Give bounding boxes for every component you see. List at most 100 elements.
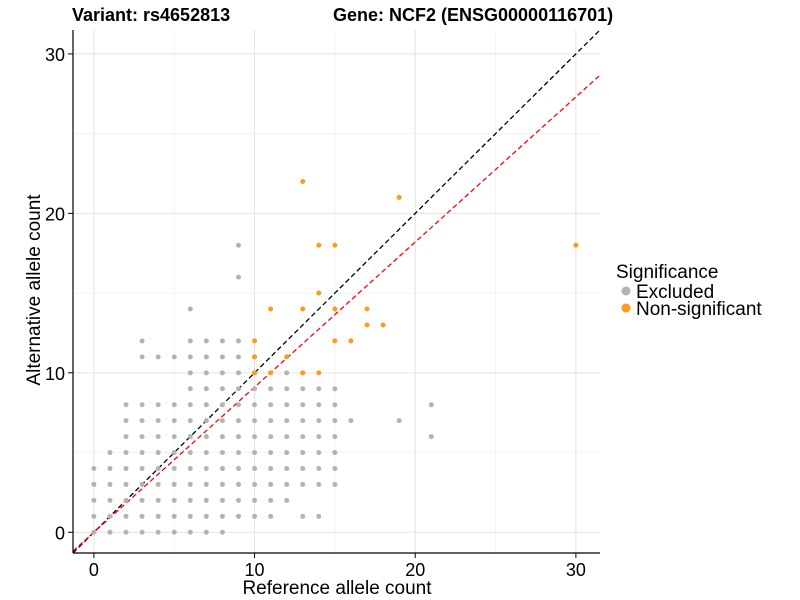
point-excluded — [171, 465, 177, 471]
point-excluded — [235, 370, 241, 376]
point-excluded — [268, 418, 274, 424]
point-excluded — [332, 386, 338, 392]
point-excluded — [139, 418, 145, 424]
point-excluded — [284, 450, 290, 456]
point-excluded — [332, 465, 338, 471]
point-excluded — [219, 434, 225, 440]
point-excluded — [219, 338, 225, 344]
point-excluded — [139, 481, 145, 487]
point-excluded — [284, 402, 290, 408]
point-excluded — [300, 465, 306, 471]
point-excluded — [284, 497, 290, 503]
point-excluded — [139, 434, 145, 440]
point-excluded — [187, 529, 193, 535]
point-excluded — [171, 434, 177, 440]
point-excluded — [107, 481, 113, 487]
point-excluded — [316, 465, 322, 471]
point-excluded — [187, 306, 193, 312]
point-excluded — [252, 450, 258, 456]
point-excluded — [316, 434, 322, 440]
point-excluded — [268, 513, 274, 519]
point-excluded — [219, 513, 225, 519]
point-excluded — [187, 434, 193, 440]
x-tick-label: 20 — [405, 560, 425, 580]
legend-title: Significance — [616, 262, 718, 283]
point-excluded — [171, 354, 177, 360]
y-axis-ticks: 0 10 20 30 — [45, 45, 73, 543]
point-excluded — [91, 465, 97, 471]
legend: Significance Excluded Non-significant — [616, 262, 762, 320]
point-excluded — [155, 450, 161, 456]
point-excluded — [316, 481, 322, 487]
point-excluded — [348, 418, 354, 424]
x-axis-ticks: 0 10 20 30 — [89, 553, 586, 580]
point-excluded — [171, 497, 177, 503]
point-excluded — [187, 402, 193, 408]
point-excluded — [107, 465, 113, 471]
point-non-significant — [332, 306, 338, 312]
point-excluded — [300, 434, 306, 440]
point-excluded — [219, 402, 225, 408]
point-non-significant — [300, 306, 306, 312]
point-non-significant — [316, 370, 322, 376]
point-excluded — [155, 402, 161, 408]
x-axis-label: Reference allele count — [242, 578, 432, 599]
point-excluded — [203, 370, 209, 376]
point-non-significant — [284, 354, 290, 360]
point-excluded — [155, 465, 161, 471]
point-excluded — [300, 402, 306, 408]
point-excluded — [187, 513, 193, 519]
point-excluded — [332, 402, 338, 408]
point-excluded — [252, 434, 258, 440]
point-excluded — [155, 434, 161, 440]
point-excluded — [268, 450, 274, 456]
reference-line-0 — [72, 29, 601, 554]
point-excluded — [171, 529, 177, 535]
legend-swatch-excluded — [621, 286, 631, 296]
point-excluded — [155, 418, 161, 424]
point-excluded — [155, 354, 161, 360]
point-non-significant — [316, 290, 322, 296]
point-excluded — [235, 497, 241, 503]
point-excluded — [203, 465, 209, 471]
point-excluded — [123, 481, 129, 487]
point-excluded — [284, 434, 290, 440]
point-non-significant — [252, 370, 258, 376]
point-excluded — [187, 450, 193, 456]
y-tick-label: 10 — [45, 364, 65, 384]
point-excluded — [203, 354, 209, 360]
point-excluded — [428, 402, 434, 408]
point-excluded — [203, 418, 209, 424]
point-excluded — [332, 418, 338, 424]
point-excluded — [107, 529, 113, 535]
point-excluded — [155, 497, 161, 503]
point-excluded — [123, 418, 129, 424]
x-tick-label: 0 — [89, 560, 99, 580]
point-excluded — [139, 338, 145, 344]
point-excluded — [252, 418, 258, 424]
point-non-significant — [300, 178, 306, 184]
point-excluded — [235, 338, 241, 344]
point-excluded — [235, 465, 241, 471]
point-excluded — [187, 497, 193, 503]
point-excluded — [203, 529, 209, 535]
point-excluded — [91, 529, 97, 535]
point-excluded — [171, 513, 177, 519]
point-excluded — [284, 481, 290, 487]
point-non-significant — [396, 194, 402, 200]
point-excluded — [107, 513, 113, 519]
point-excluded — [235, 418, 241, 424]
point-excluded — [235, 513, 241, 519]
y-tick-label: 20 — [45, 204, 65, 224]
point-non-significant — [268, 306, 274, 312]
point-excluded — [235, 434, 241, 440]
point-excluded — [268, 434, 274, 440]
point-excluded — [187, 370, 193, 376]
legend-label-excluded: Excluded — [636, 282, 714, 303]
point-non-significant — [332, 338, 338, 344]
point-excluded — [268, 481, 274, 487]
point-excluded — [203, 513, 209, 519]
point-excluded — [107, 497, 113, 503]
point-non-significant — [573, 242, 579, 248]
point-excluded — [219, 418, 225, 424]
